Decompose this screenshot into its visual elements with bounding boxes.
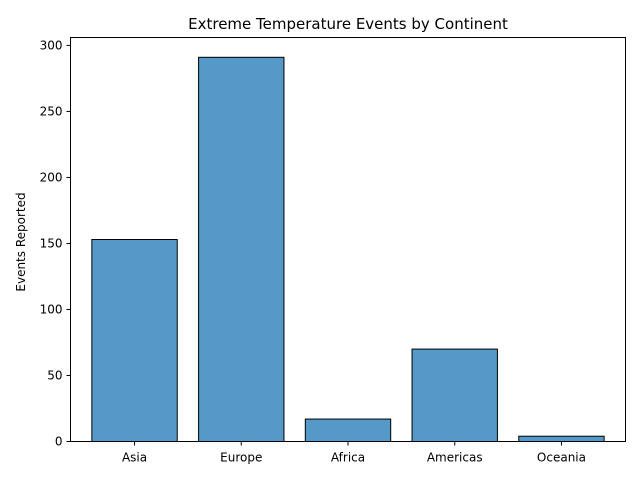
y-tick-label: 200	[40, 170, 63, 184]
bar-asia	[91, 239, 178, 442]
y-tick-label: 0	[55, 435, 63, 449]
bar-europe	[198, 56, 285, 442]
x-tick-label-asia: Asia	[122, 451, 147, 465]
bar-americas	[411, 348, 498, 442]
x-tick-label-americas: Americas	[427, 451, 483, 465]
y-tick-label: 150	[40, 236, 63, 250]
y-tick-label: 100	[40, 302, 63, 316]
plot-frame	[70, 37, 626, 442]
chart-title: Extreme Temperature Events by Continent	[188, 15, 508, 33]
bars-group	[91, 56, 605, 443]
y-ticks-group: 0 50 100 150 200 250 300	[40, 38, 71, 449]
y-axis-label: Events Reported	[14, 192, 28, 291]
y-tick-label: 50	[47, 368, 62, 382]
y-tick-label: 250	[40, 104, 63, 118]
y-tick-label: 300	[40, 38, 63, 52]
bar-africa	[304, 418, 392, 442]
bar-oceania	[518, 435, 605, 443]
x-tick-label-europe: Europe	[220, 451, 262, 465]
x-tick-label-oceania: Oceania	[537, 451, 586, 465]
x-tick-label-africa: Africa	[331, 451, 365, 465]
x-ticks-group: Asia Europe Africa Americas Oceania	[122, 441, 586, 465]
